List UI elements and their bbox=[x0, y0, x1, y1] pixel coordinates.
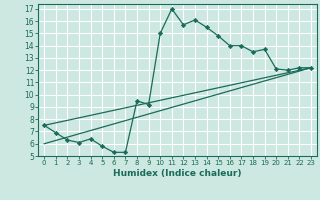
X-axis label: Humidex (Indice chaleur): Humidex (Indice chaleur) bbox=[113, 169, 242, 178]
